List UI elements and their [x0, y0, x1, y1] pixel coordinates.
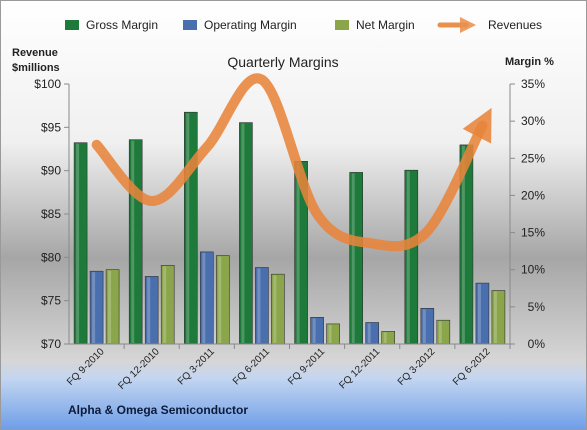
bar-highlight-net-margin-fq-6-2012	[493, 291, 497, 343]
bar-operating-margin-fq-3-2012	[420, 307, 435, 345]
left-axis-label-line2: $millions	[12, 62, 60, 74]
bars-layer	[73, 111, 506, 345]
right-tick-label: 30%	[521, 114, 545, 128]
bar-operating-margin-fq-9-2010	[89, 270, 104, 345]
left-tick-label: $100	[34, 77, 61, 91]
revenue-line	[91, 73, 492, 252]
left-tick-label: $70	[41, 337, 61, 351]
bar-highlight-gross-margin-fq-9-2011	[296, 162, 300, 343]
right-tick-label: 25%	[521, 151, 545, 165]
bar-highlight-gross-margin-fq-3-2012	[406, 171, 410, 343]
chart-title: Quarterly Margins	[227, 54, 338, 70]
legend-label-operating-margin: Operating Margin	[204, 18, 297, 32]
bar-highlight-net-margin-fq-12-2010	[163, 266, 167, 343]
left-tick-label: $90	[41, 164, 61, 178]
bar-operating-margin-fq-9-2011	[310, 316, 324, 345]
bar-highlight-net-margin-fq-3-2011	[218, 256, 222, 343]
bar-highlight-operating-margin-fq-6-2011	[257, 268, 261, 343]
legend-label-revenues: Revenues	[488, 18, 542, 32]
revenue-layer	[91, 73, 492, 252]
bar-highlight-operating-margin-fq-12-2010	[147, 277, 151, 343]
bar-net-margin-fq-12-2010	[160, 264, 175, 345]
bar-highlight-gross-margin-fq-12-2010	[131, 140, 135, 343]
bar-gross-margin-fq-6-2011	[239, 122, 253, 345]
bar-gross-margin-fq-9-2010	[73, 142, 88, 345]
legend-swatch-gross-margin	[65, 20, 79, 30]
right-tick-label: 35%	[521, 77, 545, 91]
bar-net-margin-fq-3-2012	[436, 319, 451, 345]
bar-operating-margin-fq-3-2011	[200, 251, 214, 345]
left-tick-label: $80	[41, 250, 61, 264]
bar-gross-margin-fq-12-2010	[128, 139, 143, 345]
bar-operating-margin-fq-6-2012	[475, 282, 490, 345]
bar-highlight-net-margin-fq-9-2010	[108, 270, 112, 343]
right-tick-label: 10%	[521, 263, 545, 277]
legend-label-gross-margin: Gross Margin	[86, 18, 158, 32]
company-name: Alpha & Omega Semiconductor	[68, 403, 248, 417]
legend-label-net-margin: Net Margin	[356, 18, 415, 32]
bar-highlight-operating-margin-fq-3-2011	[202, 252, 206, 343]
right-tick-label: 5%	[528, 300, 546, 314]
left-tick-label: $95	[41, 120, 61, 134]
bar-highlight-operating-margin-fq-9-2011	[312, 318, 316, 343]
bar-operating-margin-fq-12-2010	[144, 276, 159, 345]
bar-highlight-gross-margin-fq-6-2011	[241, 123, 245, 343]
bar-gross-margin-fq-3-2011	[184, 111, 198, 345]
bar-highlight-net-margin-fq-9-2011	[328, 324, 332, 343]
bar-highlight-net-margin-fq-6-2011	[273, 275, 277, 343]
bar-gross-margin-fq-3-2012	[404, 169, 419, 345]
bar-highlight-gross-margin-fq-12-2011	[351, 173, 355, 343]
bar-highlight-gross-margin-fq-6-2012	[461, 145, 465, 343]
left-tick-label: $75	[41, 294, 61, 308]
right-tick-label: 20%	[521, 188, 545, 202]
bar-operating-margin-fq-6-2011	[255, 267, 269, 345]
left-tick-labels: $70 $75 $80 $85 $90 $95 $100	[34, 77, 69, 351]
legend-swatch-net-margin	[335, 20, 349, 30]
right-tick-label: 0%	[528, 337, 546, 351]
bar-highlight-operating-margin-fq-12-2011	[367, 323, 371, 343]
right-axis-label: Margin %	[505, 56, 554, 68]
bar-highlight-net-margin-fq-3-2012	[438, 321, 442, 343]
bar-highlight-gross-margin-fq-9-2010	[76, 143, 80, 343]
bar-net-margin-fq-9-2011	[326, 323, 340, 345]
bar-highlight-operating-margin-fq-3-2012	[422, 309, 426, 343]
legend: Gross Margin Operating Margin Net Margin…	[65, 16, 542, 33]
legend-swatch-operating-margin	[183, 20, 197, 30]
bar-net-margin-fq-3-2011	[216, 255, 230, 345]
bar-highlight-operating-margin-fq-6-2012	[477, 284, 481, 343]
bar-net-margin-fq-6-2011	[271, 273, 285, 345]
bar-highlight-gross-margin-fq-3-2011	[186, 113, 190, 343]
right-tick-label: 15%	[521, 226, 545, 240]
bar-highlight-operating-margin-fq-9-2010	[92, 272, 96, 343]
bar-gross-margin-fq-12-2011	[349, 172, 364, 345]
left-axis-label-line1: Revenue	[12, 47, 58, 59]
bar-operating-margin-fq-12-2011	[365, 322, 380, 345]
bar-net-margin-fq-6-2012	[491, 290, 506, 345]
bar-net-margin-fq-12-2011	[381, 331, 396, 345]
bar-highlight-net-margin-fq-12-2011	[383, 332, 387, 343]
right-tick-labels: 0% 5% 10% 15% 20% 25% 30% 35%	[510, 77, 545, 351]
bar-net-margin-fq-9-2010	[105, 269, 120, 345]
left-tick-label: $85	[41, 207, 61, 221]
